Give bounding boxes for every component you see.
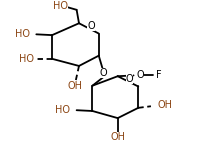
- Text: OH: OH: [157, 100, 171, 110]
- Text: HO: HO: [55, 105, 70, 115]
- Text: HO: HO: [19, 54, 34, 64]
- Text: F: F: [155, 70, 161, 80]
- Text: O: O: [99, 68, 107, 78]
- Text: OH: OH: [110, 132, 125, 142]
- Text: HO: HO: [15, 29, 30, 39]
- Text: HO: HO: [52, 1, 67, 11]
- Text: O: O: [125, 74, 133, 84]
- Text: OH: OH: [67, 81, 82, 91]
- Text: O: O: [136, 70, 143, 80]
- Text: O: O: [87, 21, 94, 31]
